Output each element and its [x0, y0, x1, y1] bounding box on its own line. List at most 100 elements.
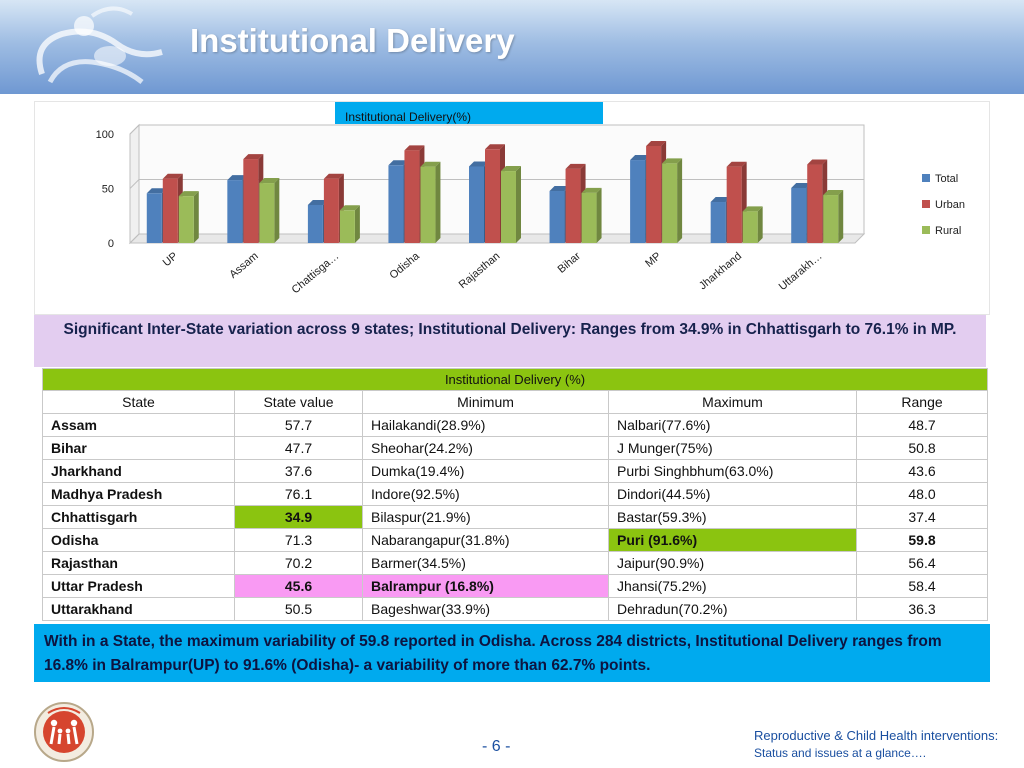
range-cell: 43.6 [855, 459, 989, 483]
family-welfare-emblem-icon [34, 702, 94, 762]
category-label: Bihar [556, 250, 584, 276]
state-value-cell: 57.7 [234, 413, 363, 437]
table-row: Odisha 71.3 Nabarangapur(31.8%) Puri (91… [42, 528, 989, 552]
maximum-cell: Dindori(44.5%) [608, 482, 857, 506]
bar-total [710, 202, 726, 243]
minimum-cell: Dumka(19.4%) [362, 459, 609, 483]
chart-title: Institutional Delivery(%) [345, 110, 471, 124]
bar-side-rural [516, 166, 521, 243]
bar-urban [323, 178, 339, 243]
bar-top-total [146, 188, 167, 194]
bar-top-total [630, 155, 651, 161]
bar-rural [662, 163, 678, 243]
state-cell: Chhattisgarh [42, 505, 235, 529]
state-cell: Odisha [42, 528, 235, 552]
bar-urban [646, 145, 662, 243]
bar-side-rural [838, 190, 844, 243]
minimum-cell-lowest: Balrampur (16.8%) [362, 574, 609, 598]
bar-top-rural [823, 190, 844, 196]
range-cell: 50.8 [855, 436, 989, 460]
maximum-cell-highest: Puri (91.6%) [608, 528, 857, 552]
bar-top-total [307, 199, 328, 205]
range-cell-highest: 59.8 [855, 528, 989, 552]
bar-top-rural [742, 206, 763, 212]
bar-urban [807, 164, 823, 243]
state-value-cell-highlighted: 45.6 [234, 574, 363, 598]
bar-side-rural [354, 205, 360, 243]
footer-title: Reproductive & Child Health intervention… [754, 728, 999, 743]
footer-subtitle: Status and issues at a glance…. [754, 746, 927, 760]
bar-side-rural [435, 161, 441, 243]
category-label: Uttarakh… [777, 250, 825, 293]
bar-total [227, 180, 243, 243]
bar-top-total [549, 186, 570, 192]
bar-rural [259, 183, 275, 243]
minimum-cell: Bageshwar(33.9%) [362, 597, 609, 621]
header-banner: Institutional Delivery [0, 0, 1024, 94]
bar-total [388, 165, 404, 243]
bar-top-urban [404, 145, 425, 151]
maximum-cell: Bastar(59.3%) [608, 505, 857, 529]
mother-child-logo-icon [36, 6, 163, 84]
table-row: Rajasthan 70.2 Barmer(34.5%) Jaipur(90.9… [42, 551, 989, 575]
bar-side-rural [596, 187, 602, 243]
category-label: Chattisga… [290, 250, 342, 296]
bar-urban [726, 166, 742, 243]
page-title: Institutional Delivery [190, 22, 515, 59]
bar-top-rural [178, 191, 199, 197]
minimum-cell: Barmer(34.5%) [362, 551, 609, 575]
bar-total [549, 191, 565, 243]
bar-rural [420, 166, 436, 243]
bar-top-urban [565, 163, 586, 169]
state-cell: Madhya Pradesh [42, 482, 235, 506]
bar-urban [162, 178, 178, 243]
bar-top-urban [726, 161, 747, 167]
range-cell: 58.4 [855, 574, 989, 598]
category-label: Rajasthan [457, 250, 503, 291]
category-label: Odisha [387, 250, 422, 282]
state-cell: Uttar Pradesh [42, 574, 235, 598]
table-row: Bihar 47.7 Sheohar(24.2%) J Munger(75%) … [42, 436, 989, 460]
state-value-cell: 47.7 [234, 436, 363, 460]
bar-top-total [710, 197, 731, 203]
bar-side-rural [757, 206, 763, 243]
bar-side-rural [677, 158, 683, 243]
category-label: Jharkhand [697, 250, 744, 292]
table-row: Uttarakhand 50.5 Bageshwar(33.9%) Dehrad… [42, 597, 989, 621]
table-row: Madhya Pradesh 76.1 Indore(92.5%) Dindor… [42, 482, 989, 506]
legend-label-rural: Rural [935, 225, 961, 237]
minimum-cell: Nabarangapur(31.8%) [362, 528, 609, 552]
bar-rural [339, 210, 355, 243]
bar-top-rural [420, 161, 441, 167]
range-cell: 37.4 [855, 505, 989, 529]
range-cell: 48.0 [855, 482, 989, 506]
bar-top-total [388, 160, 409, 166]
bar-total [307, 204, 323, 243]
column-header-range: Range [855, 390, 989, 414]
bar-top-urban [807, 159, 828, 165]
state-cell: Rajasthan [42, 551, 235, 575]
y-tick-label: 50 [102, 184, 114, 196]
maximum-cell: Jhansi(75.2%) [608, 574, 857, 598]
chart-panel: Institutional Delivery(%) 0 50 100 UP Assam Ch… [34, 101, 990, 315]
column-header-state: State [42, 390, 235, 414]
bar-top-urban [646, 140, 667, 146]
table-row: Chhattisgarh 34.9 Bilaspur(21.9%) Bastar… [42, 505, 989, 529]
institutional-delivery-chart: Institutional Delivery(%) 0 50 100 UP Assam Ch… [96, 102, 965, 296]
bar-top-rural [662, 158, 683, 164]
bar-top-rural [501, 166, 521, 172]
table-caption-row: Institutional Delivery (%) [41, 368, 989, 391]
inter-state-callout: Significant Inter-State variation across… [34, 315, 986, 367]
maximum-cell: Jaipur(90.9%) [608, 551, 857, 575]
minimum-cell: Bilaspur(21.9%) [362, 505, 609, 529]
page-number: - 6 - [482, 738, 511, 755]
column-header-state-value: State value [234, 390, 363, 414]
bar-urban [243, 159, 259, 243]
bar-total [146, 193, 162, 243]
state-value-cell: 70.2 [234, 551, 363, 575]
within-state-callout: With in a State, the maximum variability… [34, 624, 990, 682]
range-cell: 56.4 [855, 551, 989, 575]
bar-total [791, 187, 807, 243]
state-cell: Uttarakhand [42, 597, 235, 621]
maximum-cell: Nalbari(77.6%) [608, 413, 857, 437]
